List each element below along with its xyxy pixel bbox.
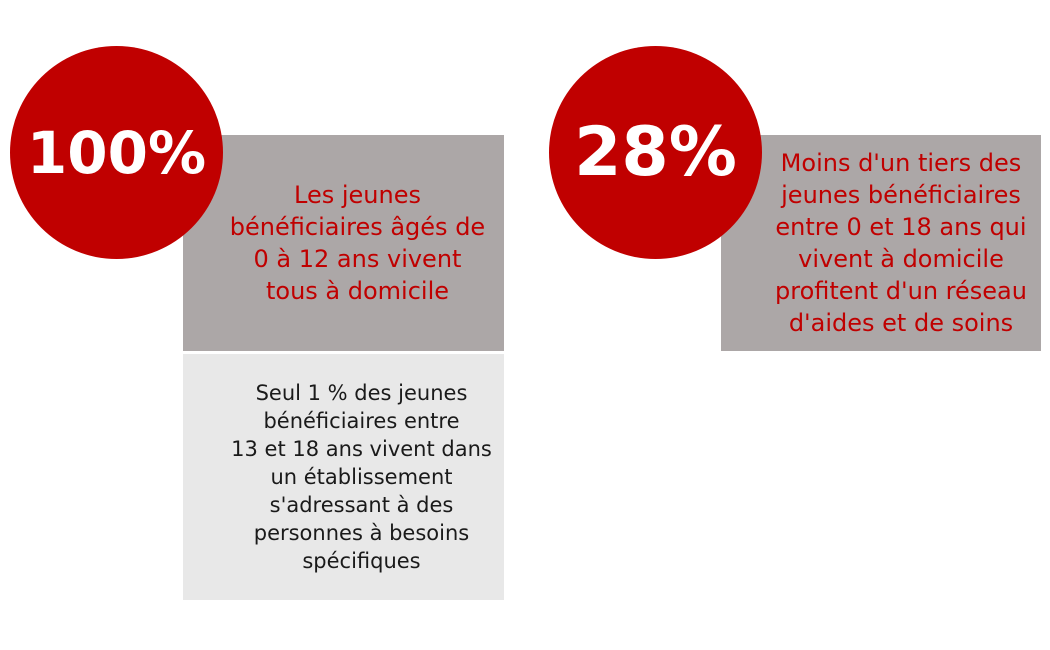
right-stat-circle: 28% [549, 46, 762, 259]
right-headline-box: Moins d'un tiers des jeunes bénéficiaire… [721, 135, 1041, 351]
left-headline-text: Les jeunes bénéficiaires âgés de 0 à 12 … [229, 181, 486, 305]
right-stat-value: 28% [574, 113, 737, 192]
left-stat-value: 100% [26, 118, 207, 187]
left-stat-circle: 100% [10, 46, 223, 259]
left-detail-text: Seul 1 % des jeunes bénéficiaires entre … [231, 381, 492, 573]
left-detail-box: Seul 1 % des jeunes bénéficiaires entre … [183, 354, 504, 600]
right-headline-text: Moins d'un tiers des jeunes bénéficiaire… [775, 149, 1027, 337]
left-headline-box: Les jeunes bénéficiaires âgés de 0 à 12 … [183, 135, 504, 351]
